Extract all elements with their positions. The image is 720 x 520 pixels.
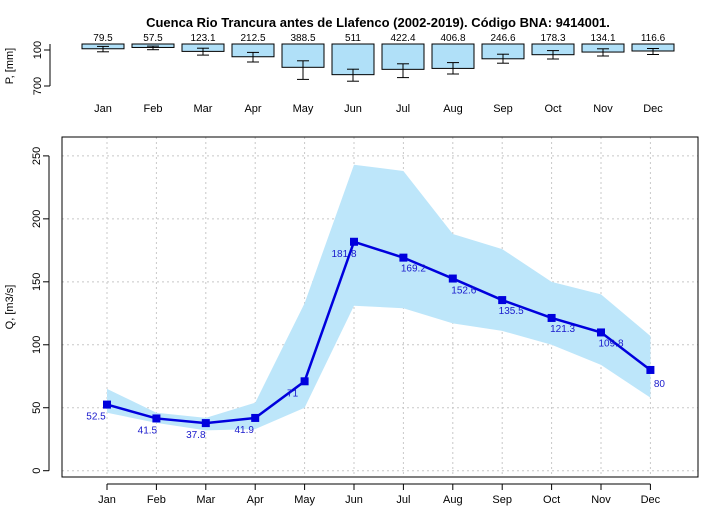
precip-data-label: 388.5 <box>290 33 315 44</box>
streamflow-range-band <box>107 164 651 431</box>
streamflow-x-ticks: Jan Feb Mar Apr May Jun Jul Aug Sep Oct Nov Dec <box>98 483 661 506</box>
precip-data-label: 246.6 <box>490 33 515 44</box>
chart-title: Cuenca Rio Trancura antes de Llafenco (2… <box>146 15 610 30</box>
precip-x-tick-label: Jul <box>396 103 410 115</box>
streamflow-point <box>300 377 309 386</box>
streamflow-y-tick-label: 0 <box>31 468 43 474</box>
streamflow-x-tick-label: Jul <box>396 494 410 506</box>
streamflow-data-label: 52.5 <box>86 412 106 423</box>
precip-y-label: P, [mm] <box>4 48 16 84</box>
streamflow-series <box>103 237 655 428</box>
precip-data-label: 212.5 <box>240 33 265 44</box>
precip-x-labels: Jan Feb Mar Apr May Jun Jul Aug Sep Oct Nov Dec <box>94 103 663 115</box>
streamflow-point <box>597 328 605 337</box>
streamflow-data-label: 41.5 <box>138 425 158 436</box>
streamflow-data-label: 152.6 <box>451 286 476 297</box>
precip-x-tick-label: Jan <box>94 103 112 115</box>
precip-data-label: 123.1 <box>190 33 215 44</box>
streamflow-line <box>106 240 652 425</box>
streamflow-x-tick-label: Nov <box>591 494 611 506</box>
precip-x-tick-label: Sep <box>493 103 513 115</box>
streamflow-data-label: 37.8 <box>186 430 206 441</box>
precip-data-label: 406.8 <box>440 33 465 44</box>
streamflow-panel: 52.5 41.5 37.8 41.9 71 181.8 169.2 152.6 135.5 12… <box>4 136 699 506</box>
streamflow-point <box>547 313 556 322</box>
streamflow-x-tick-label: Jun <box>345 494 363 506</box>
precip-x-tick-label: Oct <box>544 103 561 115</box>
precip-error-bars <box>97 45 659 82</box>
streamflow-x-tick-label: Sep <box>492 494 512 506</box>
precip-x-tick-label: Nov <box>593 103 613 115</box>
precip-data-label: 79.5 <box>93 33 113 44</box>
streamflow-y-tick-label: 200 <box>31 210 43 228</box>
streamflow-x-tick-label: May <box>294 494 315 506</box>
streamflow-data-label: 121.3 <box>550 324 575 335</box>
streamflow-point <box>646 365 655 374</box>
precip-x-tick-label: Mar <box>194 103 213 115</box>
streamflow-x-tick-label: Aug <box>443 494 463 506</box>
streamflow-data-labels: 52.5 41.5 37.8 41.9 71 181.8 169.2 152.6 135.5 12… <box>86 249 665 441</box>
precip-x-tick-label: Jun <box>344 103 362 115</box>
precip-bars <box>81 43 675 76</box>
precip-x-tick-label: May <box>293 103 314 115</box>
precip-data-label: 116.6 <box>641 33 666 44</box>
precip-data-label: 511 <box>345 33 361 44</box>
streamflow-data-label: 71 <box>287 388 299 399</box>
precip-data-label: 422.4 <box>390 33 415 44</box>
precip-x-tick-label: Aug <box>443 103 463 115</box>
streamflow-data-label: 181.8 <box>331 249 356 260</box>
streamflow-x-tick-label: Jan <box>98 494 116 506</box>
streamflow-y-tick-label: 150 <box>31 273 43 291</box>
streamflow-data-label: 41.9 <box>234 425 254 436</box>
streamflow-point <box>399 253 408 262</box>
streamflow-data-label: 135.5 <box>499 306 524 317</box>
streamflow-point <box>498 296 507 305</box>
precip-data-label: 57.5 <box>143 33 163 44</box>
precip-data-label: 178.3 <box>540 33 565 44</box>
streamflow-y-tick-label: 100 <box>31 336 43 354</box>
precip-y-ticks: 100 700 <box>32 41 50 95</box>
streamflow-data-label: 109.8 <box>598 338 623 349</box>
streamflow-data-label: 169.2 <box>401 264 426 275</box>
precip-y-tick-label: 700 <box>32 77 44 95</box>
streamflow-point <box>448 274 457 283</box>
streamflow-y-tick-label: 250 <box>31 147 43 165</box>
streamflow-y-ticks: 0 50 100 150 200 250 <box>31 147 50 474</box>
streamflow-point <box>350 237 358 246</box>
streamflow-x-tick-label: Dec <box>641 494 661 506</box>
streamflow-x-tick-label: Feb <box>147 494 166 506</box>
streamflow-plot-frame <box>61 136 699 478</box>
streamflow-data-label: 80 <box>654 379 666 390</box>
precip-x-tick-label: Dec <box>643 103 663 115</box>
streamflow-x-tick-label: Mar <box>196 494 215 506</box>
precipitation-panel: P, [mm] 100 700 79.5 57.5 123.1 212.5 388.5 51… <box>4 33 675 115</box>
precip-data-labels: 79.5 57.5 123.1 212.5 388.5 511 422.4 406.8 246.… <box>93 33 665 44</box>
streamflow-point <box>152 414 161 423</box>
streamflow-x-tick-label: Apr <box>247 494 264 506</box>
streamflow-point <box>201 419 210 428</box>
streamflow-point <box>251 413 260 422</box>
precip-x-tick-label: Feb <box>144 103 163 115</box>
precip-y-tick-label: 100 <box>32 41 44 59</box>
streamflow-point <box>103 400 111 409</box>
streamflow-x-tick-label: Oct <box>543 494 560 506</box>
streamflow-y-tick-label: 50 <box>31 402 43 414</box>
precip-x-tick-label: Apr <box>244 103 261 115</box>
precip-data-label: 134.1 <box>590 33 615 44</box>
streamflow-y-label: Q, [m3/s] <box>4 285 16 330</box>
